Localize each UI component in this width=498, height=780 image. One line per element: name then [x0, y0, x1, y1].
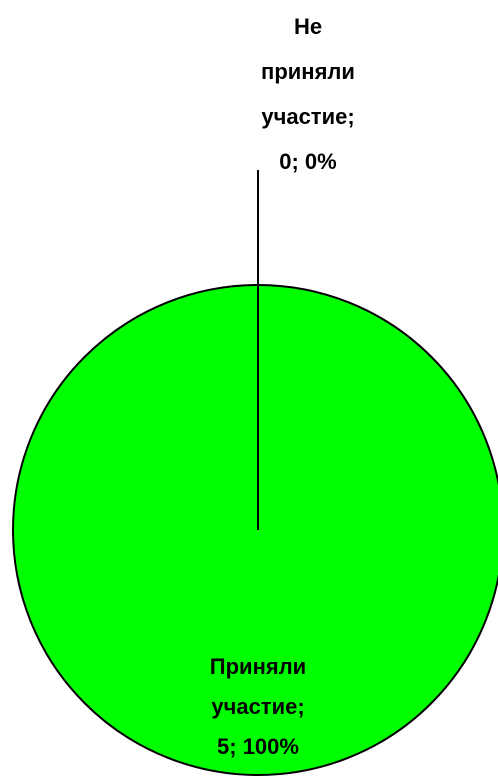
data-label-value: 0; 0% [279, 149, 336, 174]
label-line: Не [294, 14, 322, 39]
label-line: приняли [261, 59, 355, 84]
chart: Приняли участие; 5; 100% Не приняли участие; 0… [0, 0, 498, 780]
label-line: участие; [211, 694, 304, 719]
data-label-category: Не приняли участие; [261, 14, 355, 129]
data-label-value: 5; 100% [217, 734, 299, 759]
label-line: участие; [261, 104, 354, 129]
label-line: Приняли [210, 654, 306, 679]
